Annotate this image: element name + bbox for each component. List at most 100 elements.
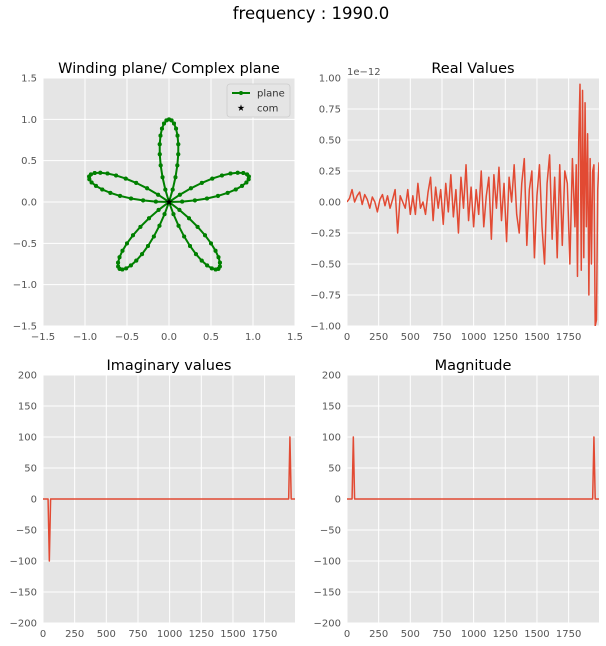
y-tick-label: 0.0	[21, 198, 37, 209]
x-tick-label: 1.0	[245, 332, 261, 343]
winding-point	[140, 252, 145, 257]
plot-marks	[87, 117, 251, 272]
x-tick-label: 1500	[220, 629, 245, 640]
y-tick-label: −200	[314, 619, 341, 630]
winding-point	[215, 193, 220, 198]
winding-point	[145, 243, 150, 248]
x-tick-label: 1250	[493, 629, 518, 640]
y-tick-label: −1.5	[13, 322, 37, 333]
winding-point	[163, 187, 168, 192]
x-tick-label: 1750	[556, 332, 581, 343]
winding-point	[176, 152, 181, 157]
x-tick-label: 250	[369, 332, 388, 343]
winding-point	[134, 258, 139, 263]
series-line	[43, 436, 295, 562]
x-tick-label: 1750	[556, 629, 581, 640]
winding-point	[116, 260, 121, 265]
x-tick-label: 750	[128, 629, 147, 640]
subplot-imag: 0 250 500 750 1000 1250 1500 1750−200−150−100−5…	[10, 358, 295, 640]
winding-point	[120, 267, 125, 272]
winding-point	[158, 163, 163, 168]
winding-point	[105, 171, 110, 176]
winding-point	[156, 192, 161, 197]
plot-marks	[43, 436, 295, 562]
winding-point	[138, 224, 143, 229]
winding-point	[120, 248, 125, 253]
winding-point	[216, 255, 221, 260]
y-tick-label: 50	[24, 464, 37, 475]
winding-point	[92, 171, 97, 176]
winding-point	[171, 212, 176, 217]
y-tick-label: 100	[322, 433, 341, 444]
y-tick-label: 1.00	[319, 74, 341, 85]
winding-point	[219, 173, 224, 178]
x-tick-label: 250	[369, 629, 388, 640]
y-tick-label: 0	[335, 495, 341, 506]
y-tick-label: −0.75	[310, 291, 341, 302]
y-tick-label: 0.5	[21, 156, 37, 167]
winding-point	[175, 133, 180, 138]
y-tick-label: 0.00	[319, 198, 341, 209]
winding-point	[193, 252, 198, 257]
y-tick-label: −100	[10, 557, 37, 568]
winding-point	[210, 176, 215, 181]
y-tick-label: 0.75	[319, 105, 341, 116]
winding-point	[160, 175, 165, 180]
x-tick-label: 750	[432, 629, 451, 640]
x-tick-label: 1500	[524, 629, 549, 640]
winding-point	[162, 212, 167, 217]
subplot-real: 0 250 500 750 1000 1250 1500 1750 −1.00 −0.75 −0.5…	[310, 61, 599, 343]
winding-point	[100, 187, 105, 192]
winding-point	[156, 207, 161, 212]
subplot-title: Winding plane/ Complex plane	[58, 61, 280, 77]
plot-marks	[347, 436, 599, 500]
x-tick-label: 0	[40, 629, 46, 640]
winding-point	[225, 190, 230, 195]
winding-point	[182, 234, 187, 239]
winding-point	[176, 223, 181, 228]
y-tick-label: −50	[16, 526, 37, 537]
winding-point	[170, 187, 175, 192]
com-marker	[165, 198, 173, 206]
winding-point	[161, 121, 166, 126]
y-tick-label: −0.25	[310, 229, 341, 240]
series-line	[347, 83, 599, 326]
y-tick-label: 50	[328, 464, 341, 475]
x-tick-label: −1.5	[31, 332, 55, 343]
x-tick-label: −1.0	[73, 332, 97, 343]
axis-offset-text: 1e−12	[347, 67, 381, 78]
winding-point	[199, 180, 204, 185]
winding-point	[177, 192, 182, 197]
winding-point	[159, 126, 164, 131]
y-tick-label: 200	[18, 371, 37, 382]
winding-point	[217, 260, 222, 265]
subplot-title: Magnitude	[435, 358, 512, 374]
x-tick-label: 500	[97, 629, 116, 640]
winding-point	[209, 266, 214, 271]
y-tick-label: 100	[18, 433, 37, 444]
x-tick-label: 1250	[493, 332, 518, 343]
winding-point	[233, 187, 238, 192]
winding-point	[151, 234, 156, 239]
y-tick-label: −200	[10, 619, 37, 630]
legend-marker-com	[237, 104, 245, 111]
winding-point	[134, 180, 139, 185]
winding-point	[128, 263, 133, 268]
y-tick-label: −0.50	[310, 260, 341, 271]
winding-point	[192, 198, 197, 203]
x-tick-label: 500	[401, 629, 420, 640]
winding-point	[217, 264, 222, 269]
winding-point	[177, 207, 182, 212]
winding-point	[131, 233, 136, 238]
y-tick-label: −0.5	[13, 239, 37, 250]
x-tick-label: 1000	[461, 629, 486, 640]
winding-point	[117, 255, 122, 260]
winding-point	[213, 248, 218, 253]
x-tick-label: 1000	[461, 332, 486, 343]
winding-point	[157, 152, 162, 157]
y-tick-label: −100	[314, 557, 341, 568]
winding-point	[129, 196, 134, 201]
legend-label-com: com	[257, 104, 278, 115]
x-tick-label: −0.5	[115, 332, 139, 343]
winding-point	[240, 183, 245, 188]
